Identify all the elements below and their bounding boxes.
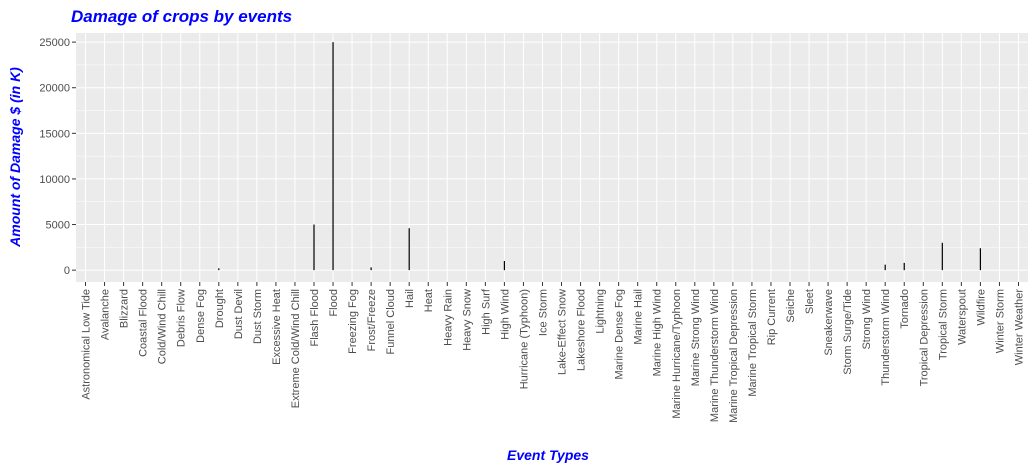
bar (332, 42, 334, 271)
x-tick-label: Rip Current (766, 289, 778, 345)
x-tick-label: Waterspout (956, 289, 968, 345)
y-tick-label: 5000 (46, 220, 70, 232)
x-tick-label: Marine Tropical Depression (728, 289, 740, 423)
grid-lines (76, 33, 1028, 282)
x-tick-label: Marine Hurricane/Typhoon (671, 289, 683, 419)
x-tick-label: Dense Fog (195, 289, 207, 343)
x-tick-label: Lake-Effect Snow (557, 289, 569, 375)
plot-panel (76, 33, 1028, 282)
x-tick-label: Heavy Rain (442, 289, 454, 346)
x-tick-label: Blizzard (119, 289, 131, 328)
x-tick-label: Sneakerwave (823, 289, 835, 356)
x-tick-label: Wildfire (975, 289, 987, 326)
bar (408, 228, 410, 271)
x-tick-label: Extreme Cold/Wind Chill (290, 289, 302, 408)
x-tick-label: Marine High Wind (652, 289, 664, 376)
y-tick-label: 0 (64, 265, 70, 277)
x-tick-label: Tropical Storm (937, 289, 949, 360)
y-tick-label: 20000 (39, 83, 70, 95)
x-tick-label: Hail (404, 289, 416, 308)
bar (503, 261, 505, 271)
bar (884, 264, 886, 271)
x-tick-label: Lakeshore Flood (576, 289, 588, 371)
bar (941, 242, 943, 271)
x-tick-label: Astronomical Low Tide (81, 289, 93, 400)
x-tick-label: Sleet (804, 289, 816, 314)
x-tick-label: Marine Strong Wind (690, 289, 702, 386)
x-tick-label: Drought (214, 289, 226, 328)
bar (370, 267, 372, 271)
x-tick-label: Hurricane (Typhoon) (518, 289, 530, 389)
x-tick-label: Debris Flow (176, 289, 188, 347)
y-axis-title: Amount of Damage $ (in K) (7, 67, 23, 248)
x-tick-label: Tropical Depression (918, 289, 930, 386)
y-tick-label: 25000 (39, 37, 70, 49)
x-tick-label: Seiche (785, 289, 797, 323)
x-tick-label: Lightning (595, 289, 607, 334)
x-tick-label: Excessive Heat (271, 289, 283, 365)
x-tick-label: Funnel Cloud (385, 289, 397, 354)
x-axis: Astronomical Low Tide Avalanche Blizzard Co… (81, 282, 1025, 423)
x-tick-label: Winter Storm (994, 289, 1006, 353)
bar (218, 268, 220, 271)
x-tick-label: Marine Thunderstorm Wind (709, 289, 721, 422)
x-tick-label: Winter Weather (1013, 289, 1025, 366)
x-tick-label: Strong Wind (861, 289, 873, 350)
x-tick-label: Marine Dense Fog (614, 289, 626, 380)
x-tick-label: Flash Flood (309, 289, 321, 346)
x-tick-label: Cold/Wind Chill (157, 289, 169, 364)
x-tick-label: Marine Tropical Storm (747, 289, 759, 397)
x-tick-label: Thunderstorm Wind (880, 289, 892, 386)
x-tick-label: Freezing Fog (347, 289, 359, 354)
x-tick-label: Storm Surge/Tide (842, 289, 854, 375)
x-tick-label: Coastal Flood (138, 289, 150, 357)
x-tick-label: Ice Storm (537, 289, 549, 336)
y-tick-label: 10000 (39, 174, 70, 186)
x-tick-label: High Wind (499, 289, 511, 340)
x-tick-label: Heat (423, 289, 435, 312)
bar (903, 262, 905, 271)
chart-title: Damage of crops by events (71, 7, 292, 26)
x-tick-label: Flood (328, 289, 340, 317)
bar (313, 224, 315, 271)
x-tick-label: High Surf (480, 288, 492, 335)
x-tick-label: Avalanche (100, 289, 112, 340)
x-tick-label: Tornado (899, 289, 911, 329)
x-tick-label: Dust Devil (233, 289, 245, 339)
y-axis: 0 5000 10000 15000 20000 25000 (39, 37, 76, 277)
bar (979, 248, 981, 271)
y-tick-label: 15000 (39, 128, 70, 140)
x-tick-label: Heavy Snow (461, 289, 473, 351)
bar-series (218, 42, 981, 271)
x-tick-label: Dust Storm (252, 289, 264, 344)
x-axis-title: Event Types (507, 447, 589, 463)
x-tick-label: Marine Hail (633, 289, 645, 345)
x-tick-label: Frost/Freeze (366, 289, 378, 351)
